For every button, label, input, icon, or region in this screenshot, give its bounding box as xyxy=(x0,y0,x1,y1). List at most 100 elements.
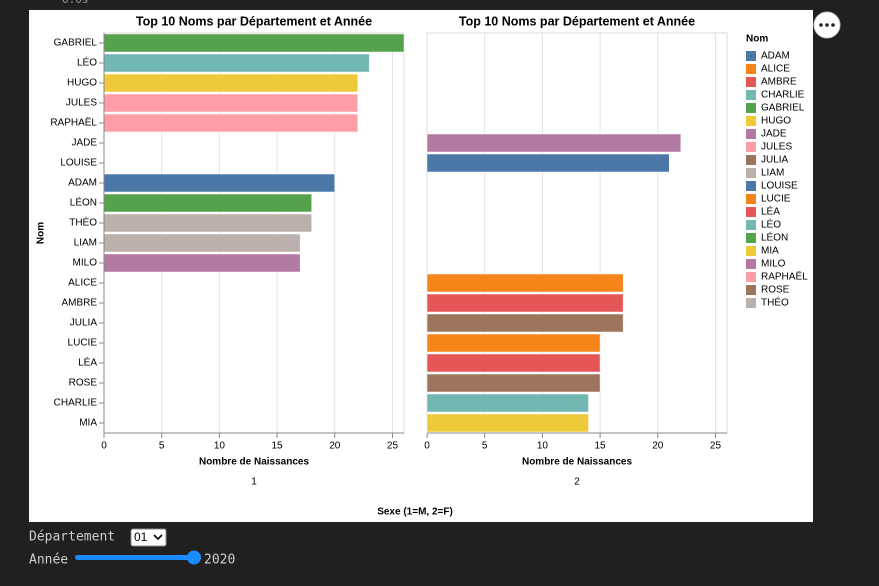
year-slider[interactable] xyxy=(75,550,201,565)
y-tick-label: ROSE xyxy=(69,378,98,389)
y-tick-label: LUCIE xyxy=(68,338,98,349)
y-axis-title: Nom xyxy=(36,222,47,244)
legend-swatch xyxy=(746,155,756,165)
x-tick-label: 0 xyxy=(101,441,107,452)
bar xyxy=(426,393,589,413)
x-tick-label: 5 xyxy=(159,441,165,452)
x-tick-label: 25 xyxy=(710,441,722,452)
legend-label: LUCIE xyxy=(761,194,791,205)
year-value: 2020 xyxy=(204,553,235,568)
legend-label: MIA xyxy=(761,246,779,257)
legend-label: JULES xyxy=(761,142,792,153)
y-tick-label: AMBRE xyxy=(61,298,97,309)
legend-label: GABRIEL xyxy=(761,103,805,114)
y-tick-label: LÉA xyxy=(78,356,97,369)
legend-swatch xyxy=(746,64,756,74)
y-tick-label: ALICE xyxy=(68,278,97,289)
x-tick-label: 15 xyxy=(595,441,607,452)
bar xyxy=(103,193,312,213)
x-tick-label: 0 xyxy=(424,441,430,452)
bar xyxy=(103,213,312,233)
legend-swatch xyxy=(746,168,756,178)
x-tick-label: 10 xyxy=(537,441,549,452)
y-tick-label: JULIA xyxy=(70,318,98,329)
y-tick-label: LÉON xyxy=(70,196,97,209)
bar xyxy=(426,273,624,293)
legend-swatch xyxy=(746,51,756,61)
legend-label: ROSE xyxy=(761,285,790,296)
legend-swatch xyxy=(746,246,756,256)
bar xyxy=(103,233,301,253)
legend-swatch xyxy=(746,116,756,126)
legend-swatch xyxy=(746,298,756,308)
chart-title: Top 10 Noms par Département et Année xyxy=(136,14,372,28)
legend-label: MILO xyxy=(761,259,786,270)
y-tick-label: JADE xyxy=(71,138,97,149)
legend-swatch xyxy=(746,129,756,139)
legend-swatch xyxy=(746,233,756,243)
x-tick-label: 10 xyxy=(214,441,226,452)
bar xyxy=(426,153,670,173)
bar xyxy=(103,73,359,93)
legend-label: LIAM xyxy=(761,168,784,179)
legend-label: LÉA xyxy=(761,205,780,218)
legend-swatch xyxy=(746,285,756,295)
legend-label: LOUISE xyxy=(761,181,798,192)
y-tick-label: LOUISE xyxy=(60,158,97,169)
x-tick-label: 25 xyxy=(387,441,399,452)
select-arrow xyxy=(153,534,163,541)
bar xyxy=(426,313,624,333)
legend-title: Nom xyxy=(746,34,768,45)
year-label: Année xyxy=(29,553,68,568)
bar xyxy=(103,113,359,133)
cell-status: 0.0s xyxy=(62,0,89,6)
legend-swatch xyxy=(746,259,756,269)
bar xyxy=(426,353,601,373)
y-tick-label: RAPHAËL xyxy=(50,117,97,129)
y-tick-label: LÉO xyxy=(77,56,97,69)
select-value: 01 xyxy=(134,530,148,544)
bar xyxy=(426,293,624,313)
department-label: Département xyxy=(29,530,115,545)
dot xyxy=(819,23,823,27)
x-axis-title: Nombre de Naissances xyxy=(522,457,632,468)
legend-label: ALICE xyxy=(761,64,790,75)
more-button[interactable] xyxy=(813,11,841,39)
slider-thumb[interactable] xyxy=(187,550,201,565)
legend-label: THÉO xyxy=(761,296,789,309)
legend-swatch xyxy=(746,181,756,191)
bar xyxy=(103,253,301,273)
bar xyxy=(103,173,336,193)
legend-label: CHARLIE xyxy=(761,90,805,101)
y-tick-label: MIA xyxy=(79,418,97,429)
legend-swatch xyxy=(746,90,756,100)
legend-swatch xyxy=(746,220,756,230)
bar xyxy=(426,373,601,393)
bar xyxy=(426,333,601,353)
legend-label: ADAM xyxy=(761,51,790,62)
legend-swatch xyxy=(746,103,756,113)
y-tick-label: GABRIEL xyxy=(54,38,98,49)
slider-track xyxy=(75,555,195,560)
legend-label: JADE xyxy=(761,129,787,140)
legend-swatch xyxy=(746,207,756,217)
y-tick-label: ADAM xyxy=(68,178,97,189)
legend-swatch xyxy=(746,272,756,282)
x-tick-label: 20 xyxy=(329,441,341,452)
y-tick-label: HUGO xyxy=(67,78,97,89)
facet-label: 2 xyxy=(574,477,580,488)
bar xyxy=(103,53,370,73)
legend-label: RAPHAËL xyxy=(761,271,808,283)
legend-swatch xyxy=(746,194,756,204)
chart-title: Top 10 Noms par Département et Année xyxy=(459,14,695,28)
select-box[interactable] xyxy=(130,528,167,547)
x-tick-label: 5 xyxy=(482,441,488,452)
legend-label: AMBRE xyxy=(761,77,797,88)
x-axis-title: Nombre de Naissances xyxy=(199,457,309,468)
department-select[interactable]: 01 xyxy=(130,528,167,547)
bar xyxy=(426,413,589,433)
legend-label: LÉO xyxy=(761,218,781,231)
x-tick-label: 20 xyxy=(652,441,664,452)
legend-label: JULIA xyxy=(761,155,789,166)
